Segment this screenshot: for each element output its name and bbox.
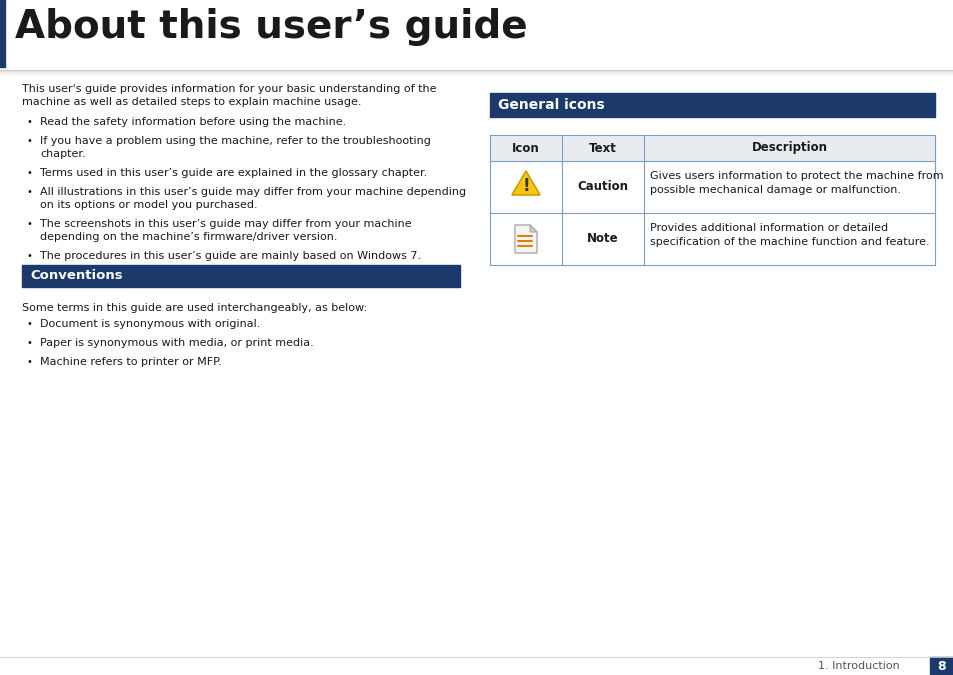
Text: All illustrations in this user’s guide may differ from your machine depending: All illustrations in this user’s guide m… xyxy=(40,187,466,197)
Text: Conventions: Conventions xyxy=(30,269,123,283)
Bar xyxy=(0,70,953,71)
Text: possible mechanical damage or malfunction.: possible mechanical damage or malfunctio… xyxy=(649,185,900,195)
Text: machine as well as detailed steps to explain machine usage.: machine as well as detailed steps to exp… xyxy=(22,97,361,107)
Text: This user's guide provides information for your basic understanding of the: This user's guide provides information f… xyxy=(22,84,436,94)
Text: specification of the machine function and feature.: specification of the machine function an… xyxy=(649,237,928,247)
Text: •: • xyxy=(27,357,32,367)
Text: •: • xyxy=(27,319,32,329)
Text: Some terms in this guide are used interchangeably, as below:: Some terms in this guide are used interc… xyxy=(22,303,367,313)
Text: Icon: Icon xyxy=(512,142,539,155)
Text: About this user’s guide: About this user’s guide xyxy=(15,8,527,46)
Polygon shape xyxy=(515,225,537,253)
Bar xyxy=(0,0,5,67)
Text: Machine refers to printer or MFP.: Machine refers to printer or MFP. xyxy=(40,357,221,367)
Text: Provides additional information or detailed: Provides additional information or detai… xyxy=(649,223,887,233)
Text: The procedures in this user’s guide are mainly based on Windows 7.: The procedures in this user’s guide are … xyxy=(40,251,420,261)
Text: Caution: Caution xyxy=(577,180,628,194)
Text: •: • xyxy=(27,117,32,127)
Text: chapter.: chapter. xyxy=(40,149,86,159)
Text: General icons: General icons xyxy=(497,98,604,112)
Text: •: • xyxy=(27,338,32,348)
Text: Paper is synonymous with media, or print media.: Paper is synonymous with media, or print… xyxy=(40,338,314,348)
Text: If you have a problem using the machine, refer to the troubleshooting: If you have a problem using the machine,… xyxy=(40,136,431,146)
Text: Document is synonymous with original.: Document is synonymous with original. xyxy=(40,319,260,329)
Bar xyxy=(0,71,953,74)
Polygon shape xyxy=(530,225,537,232)
Text: 8: 8 xyxy=(937,659,945,672)
Text: Text: Text xyxy=(588,142,617,155)
Text: Gives users information to protect the machine from: Gives users information to protect the m… xyxy=(649,171,943,181)
Text: 1. Introduction: 1. Introduction xyxy=(818,661,899,671)
Bar xyxy=(22,265,459,287)
Text: The screenshots in this user’s guide may differ from your machine: The screenshots in this user’s guide may… xyxy=(40,219,411,229)
Text: !: ! xyxy=(521,177,529,195)
Polygon shape xyxy=(512,171,539,195)
Text: Note: Note xyxy=(587,232,618,246)
Text: •: • xyxy=(27,251,32,261)
Text: Terms used in this user’s guide are explained in the glossary chapter.: Terms used in this user’s guide are expl… xyxy=(40,168,427,178)
Text: •: • xyxy=(27,136,32,146)
Text: •: • xyxy=(27,219,32,229)
Bar xyxy=(490,93,934,117)
Text: •: • xyxy=(27,187,32,197)
Text: depending on the machine’s firmware/driver version.: depending on the machine’s firmware/driv… xyxy=(40,232,337,242)
Bar xyxy=(929,657,953,675)
Text: •: • xyxy=(27,168,32,178)
Text: Read the safety information before using the machine.: Read the safety information before using… xyxy=(40,117,346,127)
Text: on its options or model you purchased.: on its options or model you purchased. xyxy=(40,200,257,210)
Text: Description: Description xyxy=(751,142,826,155)
Bar xyxy=(490,135,934,161)
